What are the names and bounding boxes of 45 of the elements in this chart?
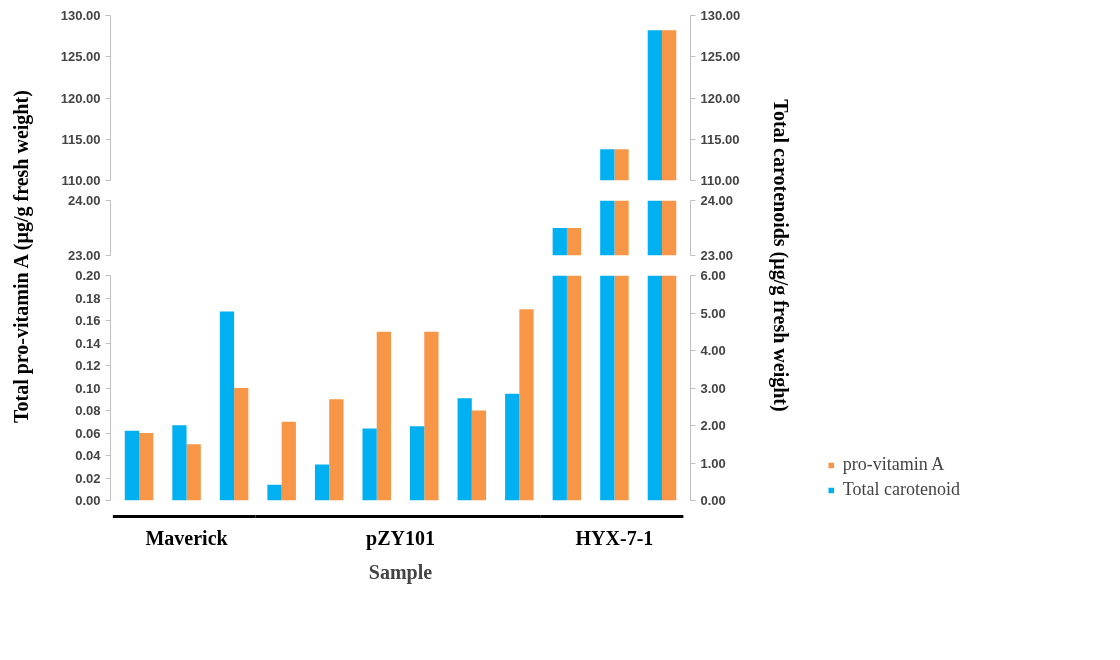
y-tick-label: 0.00 [75,493,101,508]
y2-tick-label: 1.00 [700,455,726,471]
y-tick-label: 110.00 [61,173,101,188]
y-tick-label: 0.04 [75,448,102,463]
y2-tick-label: 5.00 [700,305,726,321]
y-tick-label: 125.00 [60,49,101,65]
y-tick-label: 0.18 [75,290,101,306]
y-tick-label: 0.02 [75,470,101,486]
bar [267,484,282,501]
text: HYX-7-1 [575,527,654,549]
bar [424,331,439,501]
y2-tick-label: 6.00 [700,268,726,283]
y2-tick-label: 120.00 [700,90,741,106]
y2-axis-title: Total carotenoids (µg/g fresh weight) [768,99,792,412]
y2-tick-label: 125.00 [700,49,741,65]
y-tick-label: 115.00 [61,131,101,147]
legend-label: pro-vitamin A [842,454,945,475]
y-tick-label: 0.10 [75,380,101,396]
y2-tick-label: 2.00 [700,418,726,433]
x-axis-title: Sample [368,560,433,584]
y-tick-label: 0.16 [75,313,101,328]
bar [329,399,344,501]
bar [376,331,391,501]
y2-tick-label: 115.00 [700,131,740,147]
y-axis-title: Total pro-vitamin A (µg/g fresh weight) [9,90,33,424]
y-tick-label: 0.08 [75,403,101,418]
y2-tick-label: 110.00 [700,173,740,188]
y2-tick-label: 24.00 [700,193,734,208]
y-tick-label: 24.00 [67,193,101,208]
text: Maverick [145,527,229,549]
text: pZY101 [366,527,435,550]
y2-tick-label: 4.00 [700,343,726,358]
y2-tick-label: 3.00 [700,380,726,396]
y-tick-label: 0.20 [75,268,101,283]
y-tick-label: 0.14 [75,335,102,351]
legend-label: Total carotenoid [842,479,960,500]
bar [281,421,296,501]
y2-tick-label: 0.00 [700,493,726,508]
y2-tick-label: 130.00 [700,8,741,23]
y-tick-label: 120.00 [60,90,101,106]
y-tick-label: 23.00 [67,248,101,263]
y-tick-label: 130.00 [60,8,101,23]
y2-tick-label: 23.00 [700,248,734,263]
y-tick-label: 0.06 [75,425,101,441]
y-tick-label: 0.12 [75,358,101,373]
